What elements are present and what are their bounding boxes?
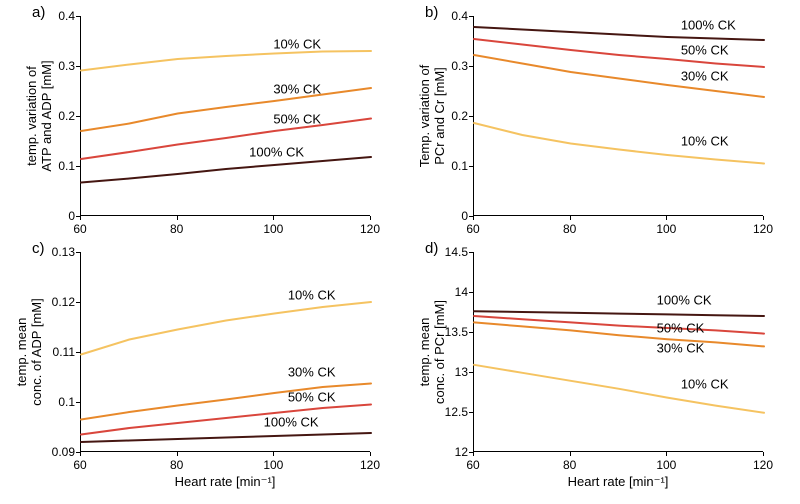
y-axis-label-d: temp. mean conc. of PCr [mM] [418,300,448,404]
ytick-label: 0.11 [53,345,80,359]
y-axis-label-c: temp. mean conc. of ADP [mM] [15,298,45,405]
xtick-label: 100 [263,454,283,472]
xtick-label: 120 [753,454,773,472]
panel-tag-a: a) [32,4,45,21]
xtick-label: 100 [656,218,676,236]
ytick-label: 0.2 [451,109,473,123]
series-label: 30% CK [681,69,729,84]
series-line [81,302,371,355]
y-axis-label-a: temp. variation of ATP and ADP [mM] [25,60,55,171]
ytick-label: 0.1 [58,395,80,409]
plot-area-c [80,252,370,452]
series-label: 10% CK [681,377,729,392]
x-axis-label-c: Heart rate [min⁻¹] [175,474,276,490]
series-svg-d [474,252,764,452]
series-svg-a [81,16,371,216]
figure-container: 00.10.20.30.4608010012010% CK30% CK50% C… [0,0,800,504]
ytick-label: 13.5 [445,325,473,339]
series-label: 30% CK [657,341,705,356]
ytick-label: 12.5 [445,405,473,419]
series-label: 10% CK [288,287,336,302]
plot-area-d [473,252,763,452]
ytick-label: 0.3 [58,59,80,73]
panel-tag-b: b) [425,4,438,21]
series-line [81,51,371,71]
ytick-label: 0.2 [58,109,80,123]
xtick-label: 60 [466,454,479,472]
ytick-label: 0.1 [451,159,473,173]
plot-area-a [80,16,370,216]
series-label: 10% CK [273,36,321,51]
xtick-label: 60 [73,454,86,472]
series-label: 50% CK [681,43,729,58]
series-line [81,405,371,435]
ytick-label: 14.5 [445,245,473,259]
ytick-label: 0.4 [58,9,80,23]
xtick-label: 120 [360,454,380,472]
series-label: 30% CK [288,365,336,380]
series-label: 30% CK [273,81,321,96]
series-line [474,311,764,316]
ytick-label: 0.3 [451,59,473,73]
series-line [474,316,764,334]
series-label: 50% CK [288,390,336,405]
series-line [81,157,371,183]
ytick-label: 0.12 [52,295,80,309]
panel-tag-d: d) [425,240,438,257]
xtick-label: 100 [263,218,283,236]
xtick-label: 120 [753,218,773,236]
xtick-label: 80 [563,218,576,236]
xtick-label: 80 [170,218,183,236]
ytick-label: 0.1 [58,159,80,173]
xtick-label: 60 [466,218,479,236]
series-label: 50% CK [657,321,705,336]
xtick-label: 80 [563,454,576,472]
xtick-label: 120 [360,218,380,236]
ytick-label: 13 [455,365,473,379]
xtick-label: 80 [170,454,183,472]
y-axis-label-b: Temp. variation of PCr and Cr [mM] [418,65,448,168]
panel-tag-c: c) [32,240,45,257]
series-label: 50% CK [273,111,321,126]
xtick-label: 100 [656,454,676,472]
xtick-label: 60 [73,218,86,236]
series-label: 10% CK [681,134,729,149]
series-label: 100% CK [264,415,319,430]
series-label: 100% CK [657,293,712,308]
series-label: 100% CK [249,145,304,160]
series-label: 100% CK [681,17,736,32]
ytick-label: 14 [455,285,473,299]
x-axis-label-d: Heart rate [min⁻¹] [568,474,669,490]
ytick-label: 0.13 [52,245,80,259]
series-svg-c [81,252,371,452]
series-line [81,433,371,442]
ytick-label: 0.4 [451,9,473,23]
